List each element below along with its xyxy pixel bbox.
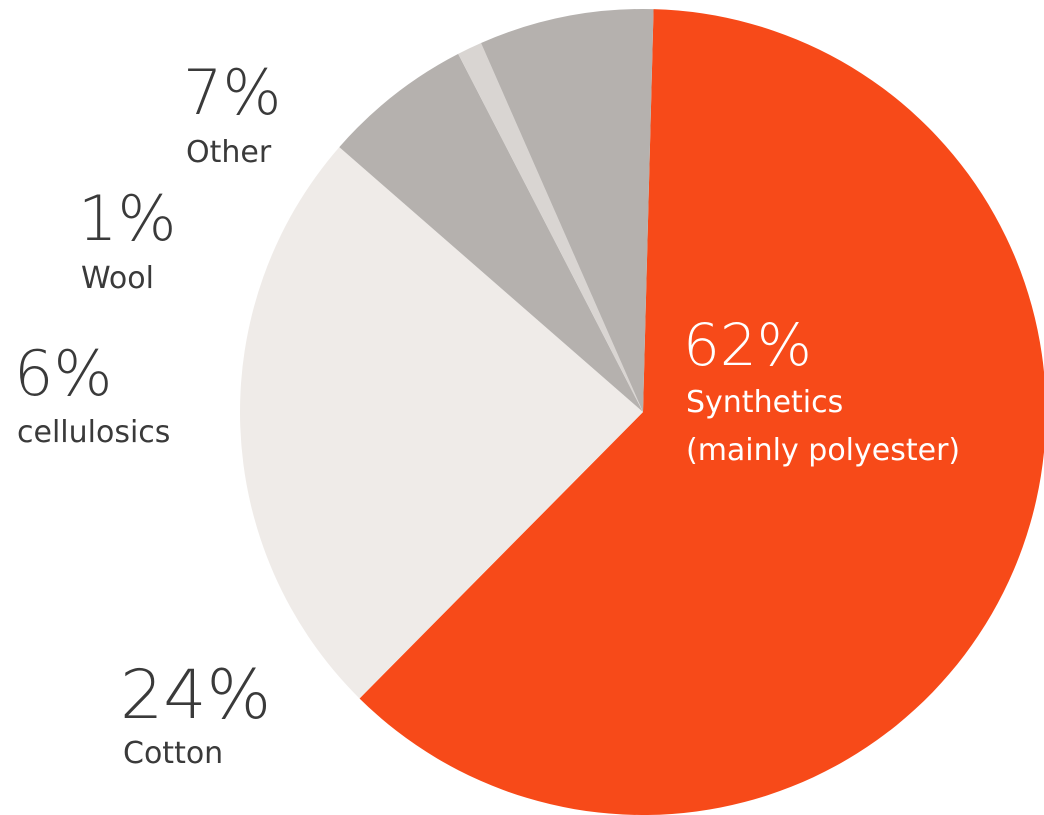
pie-slice — [481, 9, 654, 412]
slice-category-label: Cotton — [123, 736, 223, 771]
slice-percent-label: 7% — [183, 56, 281, 129]
pie-slice — [458, 42, 643, 413]
slice-percent-label: 6% — [14, 337, 112, 410]
pie-slice — [359, 9, 1044, 815]
pie-slice — [339, 53, 643, 412]
slice-category-label: cellulosics — [17, 415, 170, 450]
pie-slices — [239, 9, 1044, 815]
slice-percent-label: 24% — [120, 656, 271, 735]
slice-category-label: Other — [186, 135, 272, 170]
slice-category-label: (mainly polyester) — [686, 433, 960, 468]
slice-category-label: Synthetics — [686, 385, 843, 420]
pie-slice — [239, 147, 643, 699]
slice-percent-label: 62% — [683, 311, 812, 379]
slice-category-label: Wool — [81, 261, 154, 296]
slice-percent-label: 1% — [78, 182, 176, 255]
pie-labels: 62% Synthetics (mainly polyester) 24%Cotton… — [14, 56, 960, 771]
